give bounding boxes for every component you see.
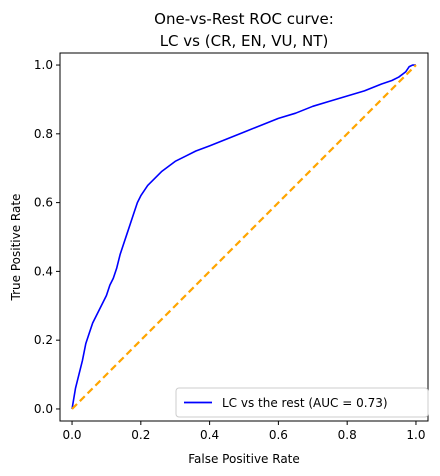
plot-area: 0.0 0.2 0.4 0.6 0.8 1.0 0.0 0.2 0.4 0.6 0.8 1.0	[34, 52, 429, 442]
y-axis-label: True Positive Rate	[9, 194, 23, 302]
y-axis-ticks: 0.0 0.2 0.4 0.6 0.8 1.0	[34, 58, 60, 416]
y-tick-label: 1.0	[34, 58, 53, 72]
chart-title-line-1: One-vs-Rest ROC curve:	[154, 10, 334, 28]
x-tick-label: 0.0	[62, 428, 81, 442]
chart-title-line-2: LC vs (CR, EN, VU, NT)	[160, 32, 329, 50]
chance-diagonal-line	[71, 64, 417, 410]
legend-label-roc: LC vs the rest (AUC = 0.73)	[222, 396, 388, 410]
x-axis-label: False Positive Rate	[188, 452, 300, 466]
y-tick-label: 0.6	[34, 196, 53, 210]
x-tick-label: 1.0	[406, 428, 425, 442]
y-tick-label: 0.0	[34, 402, 53, 416]
x-axis-ticks: 0.0 0.2 0.4 0.6 0.8 1.0	[62, 421, 426, 442]
x-tick-label: 0.4	[200, 428, 219, 442]
roc-curve-line	[71, 64, 416, 410]
x-tick-label: 0.6	[269, 428, 288, 442]
y-tick-label: 0.2	[34, 333, 53, 347]
axes-frame	[59, 52, 429, 422]
x-tick-label: 0.8	[338, 428, 357, 442]
x-tick-label: 0.2	[131, 428, 150, 442]
series-lines	[71, 64, 417, 410]
legend: LC vs the rest (AUC = 0.73)	[175, 387, 429, 418]
y-tick-label: 0.4	[34, 264, 53, 278]
legend-box	[175, 387, 429, 418]
y-tick-label: 0.8	[34, 127, 53, 141]
